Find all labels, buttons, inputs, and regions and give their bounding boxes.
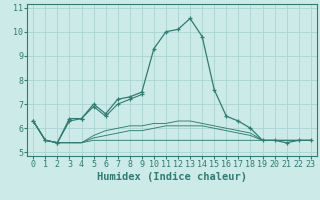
X-axis label: Humidex (Indice chaleur): Humidex (Indice chaleur): [97, 172, 247, 182]
